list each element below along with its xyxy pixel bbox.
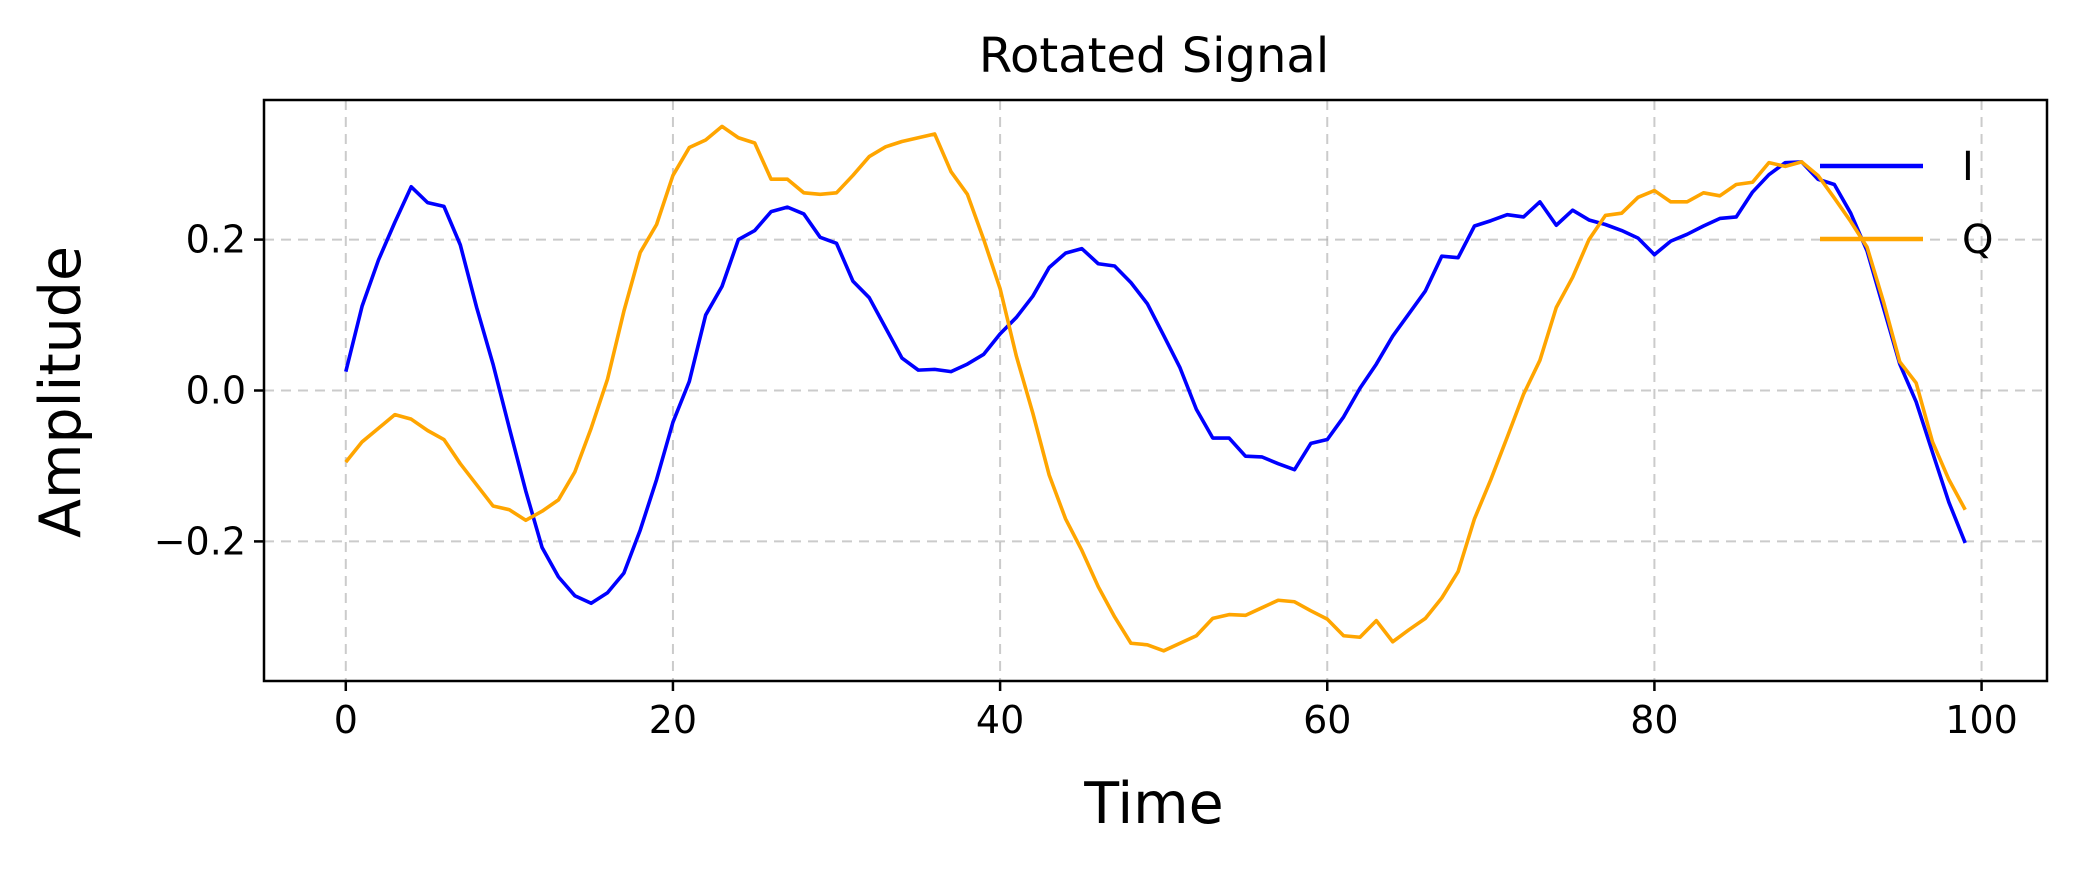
x-tick-label: 40 [976,698,1024,742]
x-tick-label: 100 [1945,698,2018,742]
series-line-q [344,124,1967,653]
tick-layer: 0 20 40 60 80 100 −0.2 0.0 0.2 [154,218,2018,742]
legend: IQ [1820,144,1993,263]
series-line-i [344,160,1967,606]
x-tick-label: 80 [1630,698,1678,742]
legend-label-q: Q [1962,217,1993,263]
grid-layer [264,100,2047,681]
y-tick-label: −0.2 [154,519,246,563]
x-axis-label: Time [1083,771,1224,837]
x-tick-label: 0 [334,698,358,742]
x-tick-label: 60 [1303,698,1351,742]
x-tick-label: 20 [649,698,697,742]
y-axis-label: Amplitude [28,246,94,538]
chart-title: Rotated Signal [979,28,1329,84]
series-layer [344,124,1967,653]
y-tick-label: 0.2 [186,218,246,262]
legend-label-i: I [1962,144,1974,190]
y-tick-label: 0.0 [186,369,246,413]
